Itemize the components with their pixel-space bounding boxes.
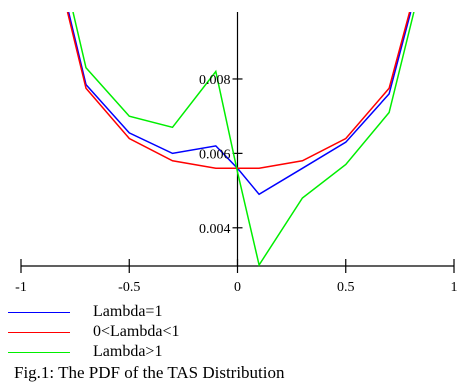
legend-swatch [8,352,70,353]
figure-caption: Fig.1: The PDF of the TAS Distribution [14,363,285,382]
y-tick-label: 0.004 [199,222,231,237]
series-line-3 [72,12,415,267]
series-line-2 [66,12,411,170]
x-tick-label: 0.5 [337,280,355,295]
legend-label: Lambda>1 [93,343,163,360]
x-tick-label: -0.5 [118,280,140,295]
y-tick-label: 0.008 [199,73,231,88]
legend-swatch [8,332,70,333]
chart: -1 -0.5 0 0.5 1 0.004 0.006 0.008 [15,12,458,295]
tick-labels: -1 -0.5 0 0.5 1 0.004 0.006 0.008 [15,73,457,295]
x-tick-label: 1 [451,280,458,295]
axes [20,12,455,273]
legend-swatch [8,312,70,313]
series-line-1 [67,12,412,196]
legend-label: Lambda=1 [93,303,163,320]
x-tick-label: 0 [234,280,241,295]
series-layer [66,12,415,267]
x-tick-label: -1 [15,280,27,295]
legend-label: 0<Lambda<1 [93,323,180,340]
y-tick-label: 0.006 [199,147,231,162]
